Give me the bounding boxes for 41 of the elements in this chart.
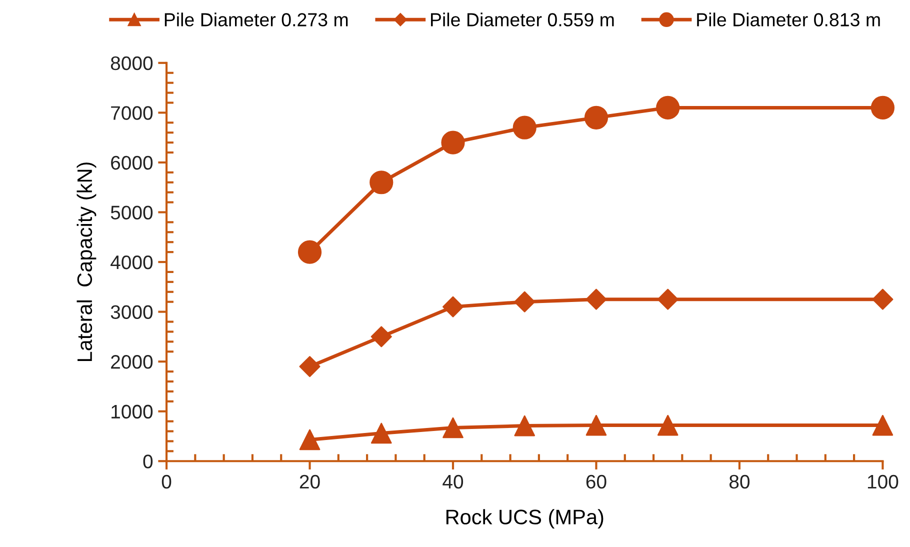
x-tick-label: 60 <box>586 474 606 489</box>
x-axis-title: Rock UCS (MPa) <box>446 509 604 529</box>
y-tick-label: 0 <box>143 454 153 468</box>
point <box>370 326 392 348</box>
y-tick-label: 1000 <box>112 404 153 419</box>
y-tick-label: 2000 <box>111 355 153 369</box>
point <box>586 288 607 310</box>
x-tick-label: 40 <box>442 474 464 489</box>
point <box>370 170 394 194</box>
y-axis-title: Lateral Capacity (kN) <box>76 162 96 362</box>
point <box>441 130 465 154</box>
point <box>512 116 536 140</box>
point <box>298 240 322 264</box>
point <box>584 106 608 130</box>
point <box>656 96 680 120</box>
point <box>514 291 536 312</box>
point <box>872 288 894 310</box>
point <box>442 296 464 318</box>
point <box>657 414 678 436</box>
point <box>657 288 678 310</box>
x-tick-label: 0 <box>162 474 172 489</box>
point <box>299 429 320 450</box>
legend-label: Pile Diameter 0.813 m <box>697 12 880 26</box>
legend-label: Pile Diameter 0.559 m <box>431 12 614 26</box>
y-tick-label: 4000 <box>110 255 153 270</box>
legend-label: Pile Diameter 0.273 m <box>164 12 348 26</box>
x-tick-label: 20 <box>300 474 320 489</box>
point <box>514 415 536 436</box>
y-tick-label: 5000 <box>110 206 153 220</box>
point <box>872 414 894 436</box>
y-tick-label: 6000 <box>111 156 153 170</box>
y-tick-label: 8000 <box>110 56 153 70</box>
y-tick-label: 3000 <box>110 305 153 320</box>
point <box>442 417 464 438</box>
y-tick-label: 7000 <box>111 106 153 120</box>
x-tick-label: 100 <box>868 474 898 489</box>
point <box>586 414 607 436</box>
point <box>299 356 320 378</box>
point <box>370 422 392 444</box>
x-tick-label: 80 <box>730 474 750 489</box>
point <box>870 96 895 120</box>
